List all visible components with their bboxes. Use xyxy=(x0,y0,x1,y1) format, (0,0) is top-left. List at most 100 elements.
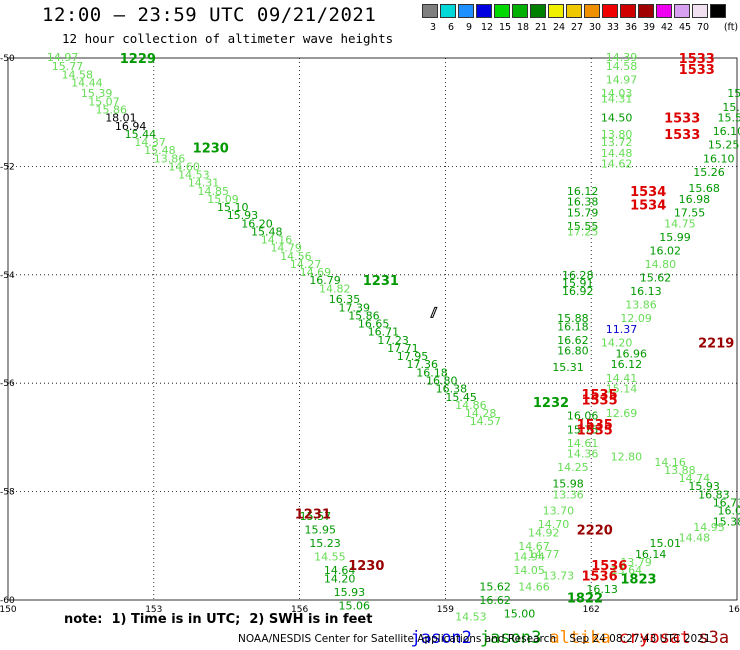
wave-height-reading: 17.36 xyxy=(407,358,439,371)
wave-height-reading: 16.98 xyxy=(679,193,711,206)
wave-height-reading: 15.23 xyxy=(309,537,341,550)
legend-swatch xyxy=(512,4,528,18)
wave-height-reading: 15.25 xyxy=(708,139,740,152)
wave-height-reading: 15.45 xyxy=(445,391,477,404)
lon-tick-label: 156 xyxy=(291,605,308,615)
track-time-label: 1231 xyxy=(295,507,331,522)
wave-height-reading: 15.93 xyxy=(688,480,720,493)
wave-height-reading: 13.73 xyxy=(543,570,575,583)
wave-height-reading: 15.07 xyxy=(88,95,120,108)
legend-swatch xyxy=(656,4,672,18)
wave-height-reading: 16.20 xyxy=(241,217,273,230)
wave-height-reading: 13.86 xyxy=(154,152,186,165)
wave-height-reading: 15.55 xyxy=(567,220,599,233)
wave-height-reading: 17.71 xyxy=(387,342,419,355)
legend-label: 33 xyxy=(606,22,620,33)
lat-tick-label: -60 xyxy=(0,596,15,606)
legend-label: 9 xyxy=(465,22,473,33)
wave-height-reading: 15.01 xyxy=(650,537,682,550)
wave-height-reading: 16.18 xyxy=(416,366,448,379)
track-time-label: 1535 xyxy=(577,418,613,433)
lon-tick-label: 153 xyxy=(145,605,162,615)
wave-height-reading: 16.13 xyxy=(586,583,618,596)
track-time-label: 1535 xyxy=(581,388,617,403)
track-time-label: 1822 xyxy=(567,591,603,606)
wave-height-reading: 15.48 xyxy=(144,144,176,157)
wave-height-reading: 16.62 xyxy=(479,594,511,607)
track-time-label: 2220 xyxy=(577,524,613,539)
lat-tick-label: -52 xyxy=(0,162,15,172)
wave-height-reading: 17.95 xyxy=(397,350,429,363)
wave-height-reading: 14.39 xyxy=(606,51,638,64)
wave-height-reading: 17.39 xyxy=(338,301,370,314)
wave-height-reading: 14.95 xyxy=(693,521,725,534)
wave-height-reading: 13.88 xyxy=(664,464,696,477)
wave-height-reading: 14.31 xyxy=(601,93,633,106)
wave-height-reading: 15.48 xyxy=(251,225,283,238)
wave-height-reading: 12.80 xyxy=(611,450,643,463)
page-subtitle: 12 hour collection of altimeter wave hei… xyxy=(62,31,394,46)
lat-tick-label: -50 xyxy=(0,54,15,64)
satellite-legend: jason2 jason3 altika cryosat s3a xyxy=(390,608,737,648)
wave-height-reading: 16.80 xyxy=(426,374,458,387)
legend-swatch xyxy=(530,4,546,18)
legend-unit: (ft) xyxy=(723,22,739,33)
legend-label: 39 xyxy=(642,22,656,33)
track-time-label: 1232 xyxy=(533,396,569,411)
wave-height-reading: 14.69 xyxy=(300,266,332,279)
wave-height-reading: 13.70 xyxy=(543,505,575,518)
wave-height-reading: 14.64 xyxy=(324,564,356,577)
wave-height-reading: 14.50 xyxy=(601,112,633,125)
wave-height-reading: 15.93 xyxy=(227,209,259,222)
wave-height-reading: 13.36 xyxy=(552,488,584,501)
wave-height-reading: 17.25 xyxy=(567,225,599,238)
track-marker-icon xyxy=(430,306,438,318)
lon-tick-label: 162 xyxy=(583,605,600,615)
wave-height-reading: 16.10 xyxy=(713,125,740,138)
wave-height-reading: 11.37 xyxy=(606,323,638,336)
wave-height-reading: 15.31 xyxy=(552,361,584,374)
wave-height-reading: 14.85 xyxy=(198,185,230,198)
legend-label: 45 xyxy=(678,22,692,33)
wave-height-reading: 14.80 xyxy=(645,258,677,271)
wave-height-reading: 14.75 xyxy=(664,217,696,230)
lon-tick-label: 159 xyxy=(437,605,454,615)
legend-swatch xyxy=(548,4,564,18)
wave-height-reading: 15.09 xyxy=(207,193,239,206)
legend-swatch xyxy=(458,4,474,18)
legend-swatch xyxy=(674,4,690,18)
wave-height-reading: 15.10 xyxy=(217,201,249,214)
wave-height-reading: 15.57 xyxy=(300,510,332,523)
wave-height-reading: 16.28 xyxy=(562,269,594,282)
wave-height-reading: 14.74 xyxy=(679,472,711,485)
track-time-label: 1533 xyxy=(679,52,715,67)
wave-height-reading: 14.53 xyxy=(455,610,487,623)
legend-label: 15 xyxy=(498,22,512,33)
wave-height-reading: 16.73 xyxy=(713,496,740,509)
wave-height-reading: 14.25 xyxy=(557,461,589,474)
wave-height-reading: 14.16 xyxy=(261,234,293,247)
legend-label: 18 xyxy=(516,22,530,33)
wave-height-reading: 15.95 xyxy=(304,524,336,537)
wave-height-reading: 13.64 xyxy=(611,564,643,577)
track-time-label: 1536 xyxy=(591,559,627,574)
wave-height-reading: 15.79 xyxy=(567,206,599,219)
wave-height-reading: 16.08 xyxy=(718,505,740,518)
track-time-label: 1230 xyxy=(193,141,229,156)
wave-height-reading: 14.97 xyxy=(606,74,638,87)
wave-height-reading: 13.86 xyxy=(625,299,657,312)
wave-height-reading: 14.41 xyxy=(606,372,638,385)
track-time-label: 2219 xyxy=(698,337,734,352)
wave-height-reading: 16.71 xyxy=(368,326,400,339)
wave-height-reading: 15.62 xyxy=(479,580,511,593)
wave-height-reading: 14.31 xyxy=(188,177,220,190)
wave-height-reading: 15.62 xyxy=(640,272,672,285)
wave-height-reading: 16.13 xyxy=(630,285,662,298)
lon-tick-label: 150 xyxy=(0,605,17,615)
track-time-label: 1534 xyxy=(630,198,666,213)
legend-label: 42 xyxy=(660,22,674,33)
track-time-labels: 1229123012311232153315331533153315341534… xyxy=(120,52,735,606)
sat-jason2: jason2 xyxy=(410,628,472,648)
wave-height-reading: 16.02 xyxy=(650,244,682,257)
